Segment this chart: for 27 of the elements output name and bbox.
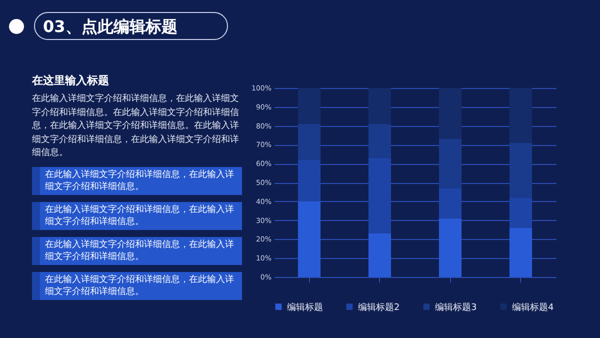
- bar: [368, 124, 392, 158]
- bar: [438, 88, 462, 140]
- text: 在此输入详细文字介绍和详细信息，在此输入详细文字介绍和详细信息。: [45, 205, 234, 227]
- text: 03、点此编辑标题: [34, 12, 228, 40]
- bar: [298, 160, 321, 202]
- text: 在这里输入标题: [32, 73, 109, 88]
- legend-label: 编辑标题: [287, 302, 323, 313]
- bar: [298, 88, 321, 124]
- bar: [438, 139, 462, 188]
- bar: [368, 234, 392, 277]
- legend-label: 编辑标题4: [512, 302, 554, 313]
- legend-label: 编辑标题3: [435, 302, 477, 313]
- text: 在此输入详细文字介绍和详细信息，在此输入详细文字介绍和详细信息。: [45, 275, 234, 297]
- legend-label: 编辑标题2: [358, 302, 400, 313]
- text: 在此输入详细文字介绍和详细信息，在此输入详细文字介绍和详细信息。在此输入详细文字介绍和详细信息，在此输入详细文字介绍和详细信息。在此输入详细文字介绍和详细信息，在此输入详细文字介绍和详细信息。: [32, 93, 240, 160]
- text: 在此输入详细文字介绍和详细信息，在此输入详细文字介绍和详细信息。: [45, 170, 234, 192]
- bar: [368, 88, 392, 124]
- text: 在此输入详细文字介绍和详细信息，在此输入详细文字介绍和详细信息。: [45, 240, 234, 262]
- bar: [509, 142, 532, 198]
- bar: [438, 218, 462, 277]
- bar: [509, 198, 532, 228]
- bar: [298, 201, 321, 277]
- bar: [438, 188, 462, 218]
- bar: [298, 124, 321, 160]
- bar: [509, 88, 532, 143]
- bar: [509, 228, 532, 277]
- bar: [368, 158, 392, 234]
